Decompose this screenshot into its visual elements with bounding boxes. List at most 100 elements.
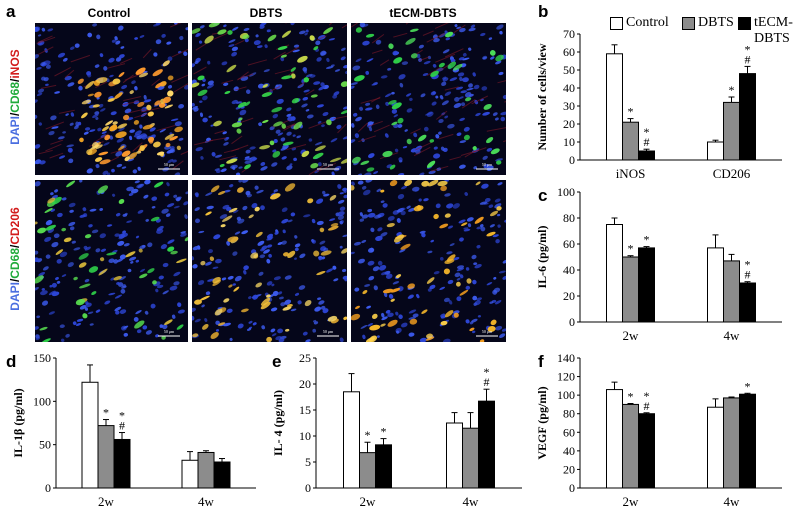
y-axis-label: Number of cells/view bbox=[535, 43, 549, 150]
chart-d-il1b: 0 50 100 150 IL-1β (pg/ml) * # * 2w 4w bbox=[0, 351, 266, 520]
y-tick-label: 60 bbox=[563, 45, 575, 59]
micrograph-tecm2: 50 μm bbox=[351, 180, 506, 342]
y-axis-label: IL-1β (pg/ml) bbox=[11, 388, 25, 457]
y-tick-label: 10 bbox=[299, 429, 311, 443]
row-label-cd206: DAPI/CD68/CD206 bbox=[8, 184, 22, 334]
bar-dbts bbox=[197, 451, 215, 489]
significance-mark: * bbox=[103, 406, 109, 420]
y-tick-label: 20 bbox=[299, 377, 311, 391]
panel-letter-a: a bbox=[6, 2, 16, 21]
panel-letter-e: e bbox=[272, 352, 282, 371]
bar-dbts bbox=[622, 121, 639, 161]
bar-dbts bbox=[462, 427, 479, 489]
bar-tecm-dbts bbox=[739, 73, 756, 161]
y-axis-label: IL-6 (pg/ml) bbox=[535, 225, 549, 288]
significance-mark: * bbox=[628, 390, 634, 404]
y-tick-label: 40 bbox=[563, 81, 575, 95]
bar-tecm-dbts bbox=[638, 247, 655, 323]
y-tick-label: 20 bbox=[563, 289, 575, 303]
significance-mark: * bbox=[381, 425, 387, 439]
y-tick-label: 100 bbox=[557, 185, 575, 199]
row-label-part: / bbox=[8, 278, 22, 283]
bar-dbts bbox=[97, 425, 115, 489]
row-label-part: DAPI bbox=[8, 116, 22, 145]
row-label-inos: DAPI/CD68/iNOS bbox=[8, 22, 22, 172]
category-label: 4w bbox=[463, 494, 480, 509]
micrograph-ctrl1: 50 μm bbox=[35, 23, 188, 175]
row-label-part: iNOS bbox=[8, 49, 22, 79]
category-label: 4w bbox=[724, 494, 741, 509]
significance-mark: * bbox=[644, 233, 650, 247]
significance-mark: # bbox=[745, 268, 751, 282]
bar-control bbox=[707, 247, 724, 323]
significance-mark: * bbox=[484, 365, 490, 379]
y-tick-label: 40 bbox=[563, 444, 575, 458]
category-label: 2w bbox=[98, 494, 115, 509]
row-label-part: CD206 bbox=[8, 207, 22, 245]
y-tick-label: 150 bbox=[33, 351, 51, 365]
bar-control bbox=[81, 381, 99, 489]
y-tick-label: 5 bbox=[305, 455, 311, 469]
y-tick-label: 70 bbox=[563, 27, 575, 41]
bar-dbts bbox=[723, 397, 740, 489]
significance-mark: # bbox=[644, 399, 650, 413]
bar-tecm-dbts bbox=[113, 438, 131, 489]
bar-tecm-dbts bbox=[638, 150, 655, 161]
y-tick-label: 15 bbox=[299, 403, 311, 417]
category-label: 2w bbox=[623, 328, 640, 343]
significance-mark: * bbox=[745, 379, 751, 393]
chart-f-vegf: 0 20 40 60 80 100 120 140 VEGF (pg/ml) * # * 2w * 4w bbox=[530, 351, 792, 520]
bar-dbts bbox=[359, 452, 376, 489]
scale-bar-label: 50 μm bbox=[482, 162, 493, 167]
micrograph-ctrl2: 50 μm bbox=[35, 180, 188, 342]
y-axis-label: IL- 4 (pg/ml) bbox=[271, 390, 285, 456]
y-tick-label: 20 bbox=[563, 462, 575, 476]
y-tick-label: 80 bbox=[563, 211, 575, 225]
row-label-part: CD68 bbox=[8, 248, 22, 279]
row-label-part: CD68 bbox=[8, 82, 22, 113]
significance-mark: * bbox=[745, 42, 751, 56]
legend-label-dbts: DBTS bbox=[698, 15, 734, 30]
y-tick-label: 10 bbox=[563, 135, 575, 149]
bar-tecm-dbts bbox=[739, 282, 756, 323]
significance-mark: * bbox=[745, 258, 751, 272]
bar-tecm-dbts bbox=[739, 393, 756, 489]
bar-control bbox=[446, 422, 463, 489]
y-tick-label: 0 bbox=[45, 481, 51, 495]
column-title-tecm-dbts: tECM-DBTS bbox=[389, 6, 457, 20]
scale-bar-label: 50 μm bbox=[164, 329, 175, 334]
column-title-control: Control bbox=[87, 6, 131, 20]
panel-letter-b: b bbox=[538, 2, 549, 21]
bar-tecm-dbts bbox=[478, 400, 495, 489]
y-tick-label: 0 bbox=[569, 315, 575, 329]
micrograph-dbts2: 50 μm bbox=[192, 180, 347, 342]
category-label: 2w bbox=[360, 494, 377, 509]
y-tick-label: 20 bbox=[563, 117, 575, 131]
row-label-part: / bbox=[8, 112, 22, 117]
bar-dbts bbox=[723, 260, 740, 323]
significance-mark: # bbox=[484, 375, 490, 389]
y-tick-label: 0 bbox=[305, 481, 311, 495]
category-label: 2w bbox=[623, 494, 640, 509]
category-label: 4w bbox=[724, 328, 741, 343]
significance-mark: * bbox=[119, 409, 125, 423]
category-label: iNOS bbox=[616, 166, 646, 181]
y-tick-label: 100 bbox=[557, 388, 575, 402]
legend-label-tecm-dbts: tECM-DBTS bbox=[754, 15, 793, 46]
column-title-dbts: DBTS bbox=[249, 6, 283, 20]
legend-label-control: Control bbox=[626, 15, 669, 30]
bar-control bbox=[707, 406, 724, 489]
y-tick-label: 100 bbox=[33, 394, 51, 408]
bar-control bbox=[606, 53, 623, 161]
scale-bar-label: 50 μm bbox=[323, 329, 334, 334]
y-tick-label: 140 bbox=[557, 351, 575, 365]
panel-letter-f: f bbox=[538, 352, 544, 371]
scale-bar-label: 50 μm bbox=[164, 162, 175, 167]
bar-dbts bbox=[622, 256, 639, 323]
bar-dbts bbox=[622, 403, 639, 489]
significance-mark: * bbox=[729, 83, 735, 97]
bar-control bbox=[181, 459, 199, 489]
y-tick-label: 0 bbox=[569, 153, 575, 167]
legend-swatch-tecm-dbts bbox=[738, 17, 751, 30]
panel-letter-d: d bbox=[6, 352, 17, 371]
